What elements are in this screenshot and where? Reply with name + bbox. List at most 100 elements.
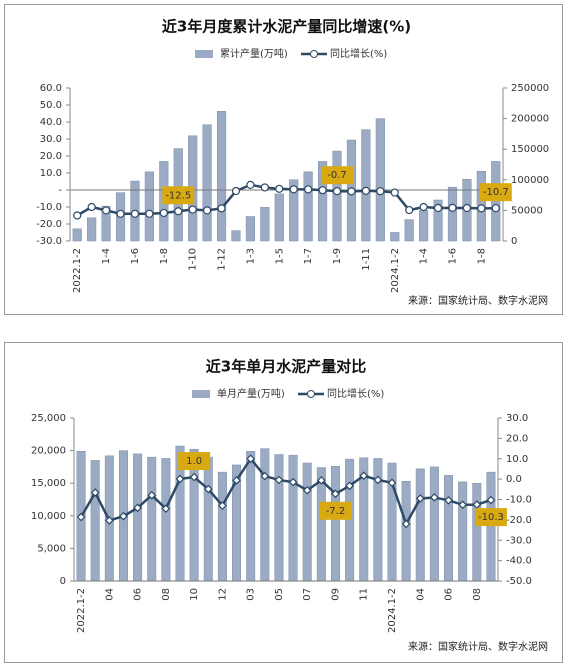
marker	[274, 475, 284, 485]
bar	[332, 150, 342, 242]
marker	[147, 490, 157, 500]
y-tick-label: 10,000	[31, 511, 66, 522]
x-tick-label: 11	[359, 588, 370, 601]
marker	[288, 477, 298, 487]
marker	[332, 187, 342, 196]
marker	[419, 202, 428, 212]
y-tick-label: 50.0	[40, 100, 62, 111]
marker	[486, 495, 496, 505]
marker	[302, 485, 312, 495]
legend-label: 同比增长(%)	[330, 47, 387, 60]
bar	[318, 161, 328, 242]
bar	[274, 454, 284, 582]
y-tick-label: -	[58, 185, 62, 196]
marker	[90, 488, 100, 497]
marker	[116, 209, 125, 218]
legend-swatch	[307, 390, 315, 398]
marker	[232, 475, 241, 485]
bar	[133, 453, 143, 582]
marker	[433, 203, 443, 213]
legend-swatch	[192, 390, 210, 398]
marker	[217, 204, 226, 213]
legend-label: 累计产量(万吨)	[220, 47, 288, 60]
marker	[101, 206, 111, 215]
x-tick-label: 10	[189, 588, 200, 601]
y2-tick-label: 250000	[511, 83, 549, 94]
source: 来源：国家统计局、数字水泥网	[408, 640, 548, 653]
marker	[462, 203, 472, 213]
x-tick-label: 1-11	[361, 248, 372, 271]
bar	[491, 161, 501, 242]
y2-tick-label: 150000	[511, 144, 549, 155]
label-box	[479, 183, 512, 202]
y2-tick-label: -10.0	[506, 495, 532, 506]
x-tick-label: 07	[302, 588, 313, 601]
chart-title: 近3年单月水泥产量对比	[206, 358, 366, 376]
y-tick-label: 20.0	[40, 151, 62, 162]
x-tick-label: 1-7	[303, 248, 314, 264]
x-tick-label: 1-10	[188, 248, 199, 271]
x-tick-label: 1-3	[245, 248, 256, 264]
label-box	[162, 186, 195, 205]
x-tick-label: 1-5	[274, 248, 285, 264]
marker	[472, 500, 482, 509]
x-tick-label: 05	[274, 588, 285, 601]
x-tick-label: 1-4	[419, 248, 430, 264]
data-label: 1.0	[186, 456, 202, 467]
y2-tick-label: -40.0	[506, 556, 532, 567]
bar	[288, 454, 298, 582]
marker	[145, 209, 154, 218]
x-tick-label: 1-4	[101, 248, 112, 264]
bar	[260, 207, 270, 242]
y2-tick-label: 0.0	[506, 474, 522, 485]
legend-label: 同比增长(%)	[327, 387, 384, 400]
marker	[174, 207, 183, 216]
x-tick-label: 06	[444, 588, 455, 601]
x-tick-label: 2024.1-2	[390, 248, 401, 293]
x-tick-label: 04	[415, 588, 426, 601]
marker	[331, 489, 340, 499]
bar	[415, 468, 425, 582]
legend-swatch	[310, 50, 318, 58]
bar	[433, 199, 443, 242]
y2-tick-label: 50000	[511, 205, 543, 216]
x-tick-label: 2022.1-2	[76, 588, 87, 633]
bar	[216, 111, 227, 242]
bar	[302, 462, 312, 582]
marker	[316, 475, 326, 485]
marker	[304, 185, 313, 194]
bar	[447, 186, 458, 242]
y-tick-label: 30.0	[40, 134, 62, 145]
marker	[246, 454, 256, 464]
marker	[415, 494, 425, 503]
bar	[203, 456, 213, 582]
x-tick-label: 1-8	[159, 248, 170, 264]
marker	[130, 209, 140, 218]
label-box	[319, 501, 352, 520]
marker	[345, 481, 354, 491]
bar	[161, 458, 171, 582]
bar	[404, 219, 414, 242]
bar	[330, 465, 340, 582]
bar	[245, 216, 255, 242]
bar	[289, 179, 299, 242]
bar	[444, 475, 454, 582]
bar	[486, 471, 496, 582]
marker	[477, 204, 486, 213]
marker	[175, 474, 185, 484]
marker	[275, 184, 284, 193]
x-tick-label: 04	[104, 588, 115, 601]
marker	[318, 186, 327, 195]
x-tick-label: 03	[246, 588, 257, 601]
y-tick-label: 0	[60, 576, 66, 587]
bar	[246, 451, 256, 582]
x-tick-label: 2024.1-2	[387, 588, 398, 633]
marker	[390, 188, 399, 197]
bar	[419, 210, 429, 242]
y-tick-label: 60.0	[40, 83, 62, 94]
marker	[133, 503, 142, 513]
bar	[303, 171, 313, 242]
y-tick-label: 25,000	[31, 413, 66, 424]
bar	[401, 480, 411, 582]
marker	[387, 478, 397, 488]
